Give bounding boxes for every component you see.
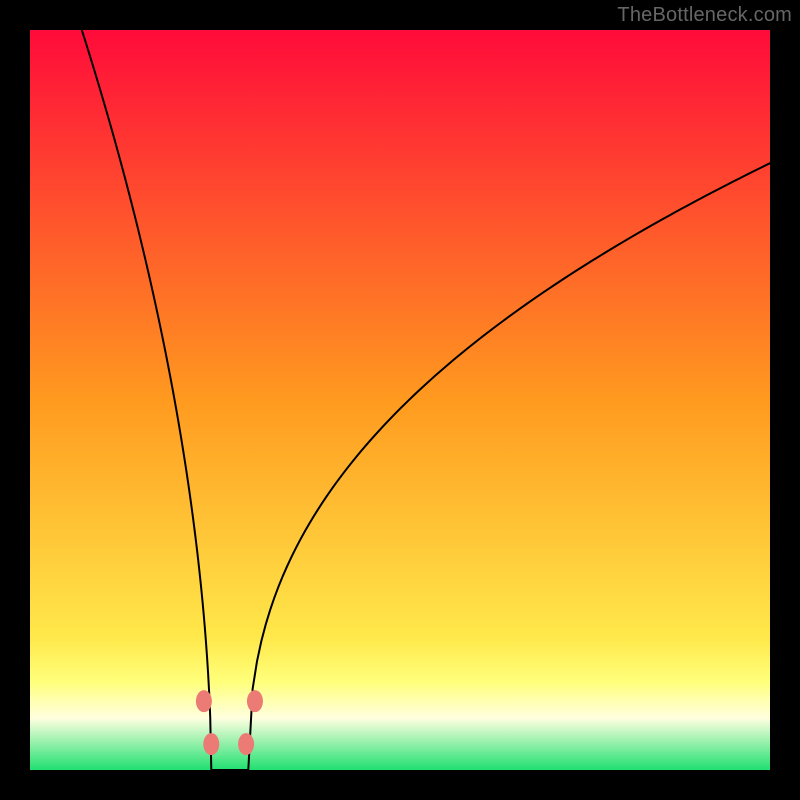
plot-gradient-background xyxy=(30,30,770,770)
figure-container: TheBottleneck.com xyxy=(0,0,800,800)
watermark-text: TheBottleneck.com xyxy=(617,4,792,27)
